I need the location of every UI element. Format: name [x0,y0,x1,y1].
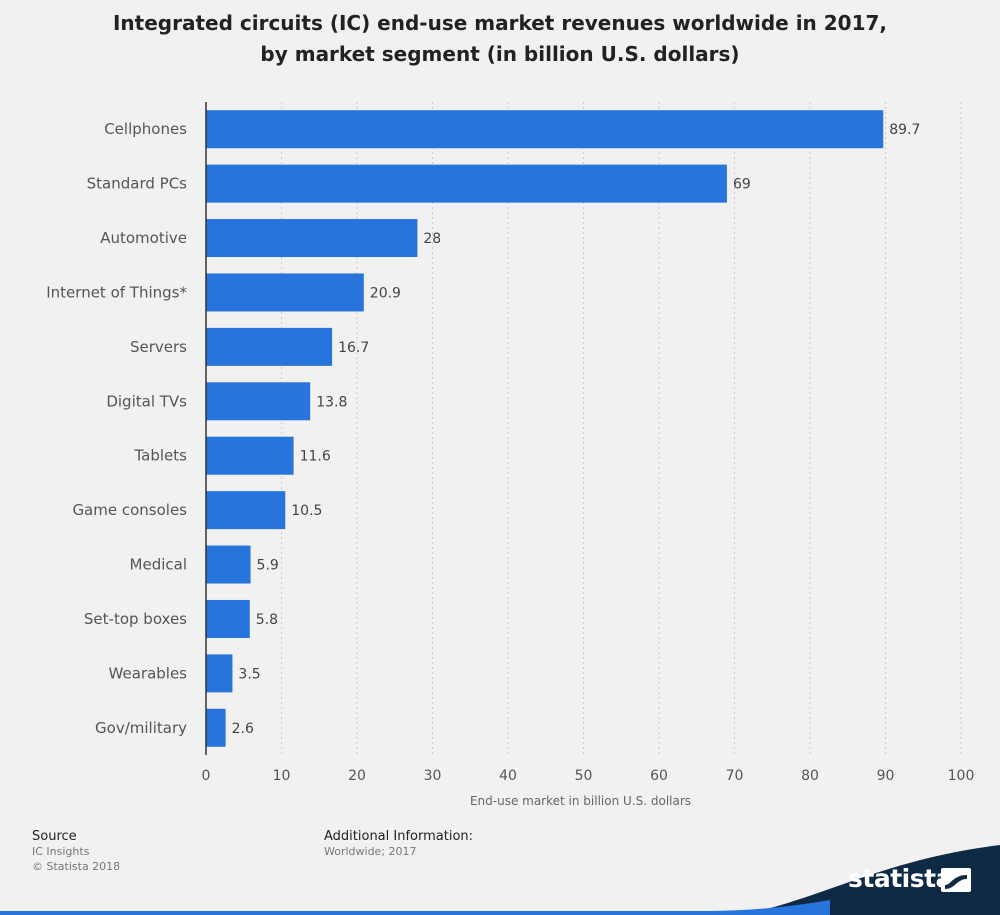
x-tick-label: 100 [948,768,975,784]
additional-info-heading: Additional Information: [324,829,474,844]
value-label: 11.6 [300,449,331,465]
value-label: 13.8 [316,394,347,410]
category-label: Servers [130,338,187,356]
x-tick-label: 90 [877,768,895,784]
x-axis-title: End-use market in billion U.S. dollars [470,794,691,808]
x-tick-label: 50 [575,768,593,784]
source-block: Source IC Insights © Statista 2018 [32,829,120,874]
brand-accent-line [0,900,830,915]
bar[interactable] [206,436,294,475]
bar[interactable] [206,219,418,258]
bars [206,110,884,747]
x-tick-label: 80 [801,768,819,784]
additional-info-block: Additional Information: Worldwide; 2017 [324,829,473,859]
category-label: Medical [130,556,187,574]
bar[interactable] [206,382,311,421]
bar[interactable] [206,327,333,366]
value-label: 89.7 [889,122,920,138]
x-axis-ticks: 0 10 20 30 40 50 60 70 80 90 100 [202,768,975,784]
bar-chart: Cellphones Standard PCs Automotive Internet… [46,102,975,808]
category-label: Tablets [134,447,188,465]
source-heading: Source [32,829,77,844]
category-label: Automotive [100,229,187,247]
bar[interactable] [206,273,364,312]
value-label: 10.5 [291,503,322,519]
chart-title-line-1: Integrated circuits (IC) end-use market … [112,11,888,35]
statista-logo-text[interactable]: statista [848,864,952,893]
value-label: 5.8 [256,612,278,628]
source-line-2: © Statista 2018 [32,860,121,873]
x-tick-label: 40 [499,768,517,784]
x-tick-label: 10 [273,768,291,784]
x-tick-label: 0 [202,768,211,784]
bar[interactable] [206,654,233,693]
category-label: Internet of Things* [46,283,187,301]
bar[interactable] [206,708,226,747]
x-tick-label: 30 [424,768,442,784]
category-label: Game consoles [72,501,187,519]
value-label: 2.6 [232,721,254,737]
x-tick-label: 20 [348,768,366,784]
bar[interactable] [206,599,250,638]
x-tick-label: 70 [726,768,744,784]
bar[interactable] [206,545,251,584]
x-tick-label: 60 [650,768,668,784]
value-label: 16.7 [338,340,369,356]
category-label: Standard PCs [87,175,188,193]
category-label: Cellphones [104,120,187,138]
bar[interactable] [206,110,884,149]
bar[interactable] [206,491,286,530]
brand-band-shape [740,845,1000,915]
category-label: Set-top boxes [84,610,187,628]
gridlines [281,102,962,755]
value-labels: 89.7 69 28 20.9 16.7 13.8 11.6 10.5 5.9 5.8 3.5 2.6 [232,122,921,737]
chart-title: Integrated circuits (IC) end-use market … [0,8,1000,70]
bar[interactable] [206,164,727,203]
category-label: Digital TVs [106,392,187,410]
source-line-1: IC Insights [32,845,90,858]
category-labels: Cellphones Standard PCs Automotive Internet… [46,120,187,737]
category-label: Gov/military [95,719,187,737]
value-label: 69 [733,177,751,193]
value-label: 20.9 [370,285,401,301]
additional-info-line-1: Worldwide; 2017 [324,845,417,858]
value-label: 28 [423,231,441,247]
value-label: 5.9 [257,558,279,574]
category-label: Wearables [109,664,188,682]
value-label: 3.5 [238,666,260,682]
statista-logo-icon[interactable] [941,868,971,892]
chart-title-line-2: by market segment (in billion U.S. dolla… [260,42,740,66]
